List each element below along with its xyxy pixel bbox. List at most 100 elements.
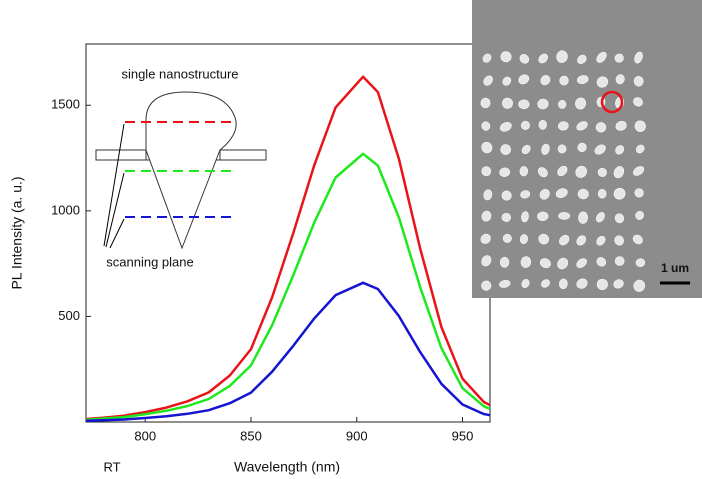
nanostructure (576, 121, 588, 131)
nanostructure (499, 121, 512, 132)
nanostructure (502, 233, 512, 243)
nanostructure (635, 144, 645, 154)
nanostructure (614, 256, 625, 266)
series-line (85, 281, 491, 422)
nanostructure (557, 165, 568, 177)
nanostructure (635, 258, 646, 267)
nanostructure (597, 167, 607, 177)
nanostructure (537, 211, 549, 221)
nanostructure (596, 278, 608, 290)
x-tick-label: 950 (452, 428, 474, 443)
x-axis-label: Wavelength (nm) (234, 459, 340, 475)
nanostructure (558, 212, 571, 220)
nanostructure (501, 212, 512, 222)
nanostructure (480, 233, 491, 244)
nanostructure (520, 256, 532, 268)
sem-image (472, 0, 702, 298)
nanostructure (559, 278, 568, 290)
annotation: single nanostructure (121, 66, 238, 81)
nanostructure (537, 98, 549, 110)
nanostructure (595, 122, 607, 133)
nanostructure (480, 97, 491, 109)
x-tick-label: 850 (240, 428, 262, 443)
y-axis-label: PL Intensity (a. u.) (9, 176, 25, 289)
nanostructure (632, 166, 645, 176)
nanostructure (576, 258, 587, 269)
nanostructure (500, 144, 512, 155)
nanostructure (520, 190, 531, 199)
nanostructure (613, 166, 625, 179)
nanostructure (481, 121, 491, 131)
nanostructure (481, 166, 492, 177)
nanostructure (596, 257, 607, 267)
nanostructure (596, 51, 607, 63)
nanostructure (519, 166, 529, 177)
inset-diagram (95, 91, 267, 250)
nanostructure (632, 234, 643, 245)
nanostructure (615, 145, 625, 155)
y-tick-label: 1000 (51, 202, 80, 217)
nanostructure (540, 75, 551, 86)
nanostructure (483, 189, 493, 201)
nanostructure (577, 188, 589, 200)
nanostructure (577, 54, 587, 64)
nanostructure (481, 280, 492, 291)
nanostructure (575, 165, 587, 178)
nanostructure (521, 144, 531, 155)
nanostructure (556, 50, 568, 63)
nanostructure (633, 97, 643, 107)
nanostructure (482, 53, 492, 63)
nanostructure (559, 234, 570, 246)
nanostructure (521, 279, 530, 289)
nanostructure (519, 234, 528, 245)
nanostructure (635, 210, 644, 220)
nanostructure (576, 75, 589, 85)
nanostructure (613, 279, 624, 289)
y-tick-label: 1500 (51, 97, 80, 112)
annotation: RT (103, 459, 120, 474)
nanostructure (578, 211, 588, 224)
nanostructure (500, 51, 512, 63)
y-tick-label: 500 (58, 308, 80, 323)
nanostructure (519, 54, 530, 64)
nanostructure (499, 256, 510, 268)
nanostructure (634, 188, 644, 198)
nanostructure (520, 120, 530, 130)
series-line (85, 152, 491, 421)
nanostructure (521, 211, 529, 223)
nanostructure (594, 144, 606, 155)
series-line (85, 75, 491, 421)
nanostructure (576, 235, 587, 246)
nanostructure (633, 279, 646, 292)
nanostructure (559, 75, 569, 86)
nanostructure (481, 255, 492, 267)
nanostructure (557, 144, 567, 154)
nanostructure (558, 100, 567, 109)
nanostructure (596, 76, 609, 88)
nanostructure (634, 51, 643, 64)
nanostructure (538, 53, 548, 64)
nanostructure (633, 75, 644, 87)
nanostructure (577, 142, 587, 153)
nanostructure (541, 143, 550, 155)
nanostructure (538, 233, 550, 245)
nanostructure (613, 187, 626, 200)
scale-label: 1 um (661, 261, 689, 275)
nanostructure (518, 99, 530, 110)
nanostructure (537, 167, 548, 178)
nanostructure (634, 120, 646, 133)
nanostructure (483, 75, 493, 86)
nanostructure (481, 210, 492, 222)
nanostructure (539, 188, 550, 200)
nanostructure (538, 119, 547, 130)
nanostructure (576, 278, 588, 289)
nanostructure (557, 257, 569, 270)
nanostructure (614, 53, 624, 63)
annotation: scanning plane (106, 254, 193, 269)
nanostructure (557, 121, 569, 131)
nanostructure (597, 188, 607, 199)
nanostructure (499, 167, 511, 177)
x-tick-label: 900 (346, 428, 368, 443)
nanostructure (539, 258, 551, 269)
nanostructure (518, 74, 530, 85)
